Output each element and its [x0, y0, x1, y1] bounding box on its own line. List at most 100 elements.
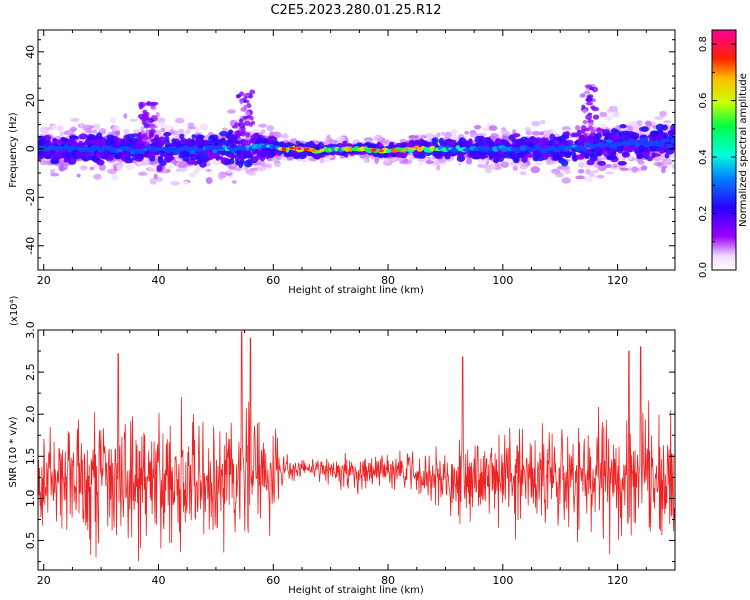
heatmap-cell [94, 146, 102, 151]
heatmap-cell [249, 138, 255, 144]
heatmap-cell [561, 177, 571, 184]
heatmap-cell [619, 124, 627, 129]
heatmap-cell [220, 157, 226, 162]
heatmap-cell [147, 166, 153, 173]
heatmap-cell [89, 166, 95, 171]
heatmap-cell [418, 162, 423, 166]
snr-y-tick-label: 0.5 [24, 532, 37, 550]
heatmap-cell [611, 111, 621, 118]
heatmap-cell [582, 119, 588, 125]
heatmap-cell [268, 163, 273, 169]
heatmap-cell [170, 145, 177, 149]
heatmap-cell [605, 115, 613, 121]
snr-exponent-label: (x10⁴) [9, 295, 20, 326]
heatmap-cell [425, 160, 434, 165]
heatmap-cell [580, 147, 588, 152]
heatmap-cell [627, 156, 633, 161]
heatmap-cell [163, 131, 172, 137]
heatmap-cell [582, 108, 588, 114]
heatmap-cell [570, 132, 579, 138]
heatmap-cell [156, 176, 163, 183]
heatmap-cell [512, 133, 521, 138]
heatmap-cell [235, 131, 241, 138]
heatmap-cell [426, 132, 435, 140]
heatmap-cell [597, 160, 606, 166]
heatmap-cell [182, 150, 189, 157]
heatmap-cell [514, 156, 520, 164]
heatmap-cell [231, 125, 238, 129]
heatmap-cell [668, 130, 675, 137]
heatmap-cell [238, 122, 246, 128]
heatmap-cell [50, 169, 56, 174]
heatmap-cell [98, 163, 106, 171]
heatmap-cell [655, 142, 664, 148]
heatmap-cell [138, 101, 144, 108]
heatmap-cell [247, 171, 257, 177]
heatmap-cell [191, 134, 197, 139]
colorbar-tick-label: 0.2 [698, 206, 709, 222]
heatmap-cell [86, 133, 96, 141]
heatmap-cell [196, 165, 201, 170]
heatmap-cell [580, 129, 586, 134]
heatmap-cell [262, 152, 271, 157]
heatmap-cell [199, 123, 209, 131]
heatmap-cell [516, 138, 525, 146]
heatmap-cell [149, 160, 157, 165]
heatmap-cell [596, 132, 602, 140]
heatmap-cell [584, 153, 590, 158]
heatmap-cell [434, 151, 443, 158]
heatmap-cell [324, 137, 331, 141]
heatmap-cell [650, 145, 656, 152]
heatmap-cell [246, 111, 251, 115]
heatmap-cell [637, 141, 644, 145]
heatmap-cell [578, 161, 585, 168]
heatmap-cell [171, 138, 177, 144]
heatmap-cell [663, 158, 673, 165]
heatmap-cell [235, 94, 241, 99]
heatmap-cell [605, 171, 614, 175]
heatmap-cell [242, 139, 249, 146]
heatmap-cell [408, 156, 417, 160]
heatmap-cell [245, 153, 254, 159]
heatmap-cell [670, 138, 675, 144]
heatmap-cell [525, 126, 531, 132]
heatmap-cell [586, 102, 594, 106]
heatmap-cell [140, 116, 147, 122]
heatmap-y-tick-label: 40 [24, 45, 37, 59]
heatmap-cell [271, 158, 279, 162]
heatmap-cell [223, 150, 233, 154]
heatmap-cells [38, 83, 675, 186]
heatmap-cell [110, 117, 117, 124]
heatmap-cell [59, 131, 64, 137]
heatmap-cell [114, 130, 121, 136]
heatmap-cell [597, 164, 607, 172]
heatmap-cell [261, 129, 266, 135]
heatmap-cell [214, 145, 221, 149]
heatmap-cell [80, 165, 88, 171]
heatmap-x-tick-label: 120 [607, 274, 628, 287]
heatmap-cell [474, 125, 482, 130]
heatmap-cell [585, 114, 592, 120]
heatmap-cell [540, 119, 546, 125]
heatmap-cell [197, 134, 205, 140]
heatmap-cell [57, 125, 64, 131]
heatmap-cell [67, 157, 77, 165]
heatmap-cell [530, 136, 535, 142]
heatmap-x-tick-label: 80 [381, 274, 395, 287]
heatmap-cell [274, 162, 281, 168]
heatmap-cell [231, 154, 237, 159]
heatmap-x-tick-label: 60 [266, 274, 280, 287]
heatmap-cell [477, 132, 488, 137]
heatmap-cell [488, 125, 498, 131]
heatmap-cell [611, 129, 621, 134]
snr-y-axis: 0.5 1.0 1.5 2.0 2.5 3.0 [24, 321, 675, 563]
heatmap-cell [564, 152, 572, 159]
heatmap-cell [242, 93, 250, 97]
heatmap-cell [477, 140, 486, 146]
heatmap-cell [328, 139, 338, 145]
heatmap-cell [305, 141, 312, 147]
heatmap-cell [494, 139, 503, 144]
heatmap-cell [469, 132, 479, 138]
heatmap-cell [296, 147, 302, 150]
heatmap-cell [63, 157, 69, 163]
